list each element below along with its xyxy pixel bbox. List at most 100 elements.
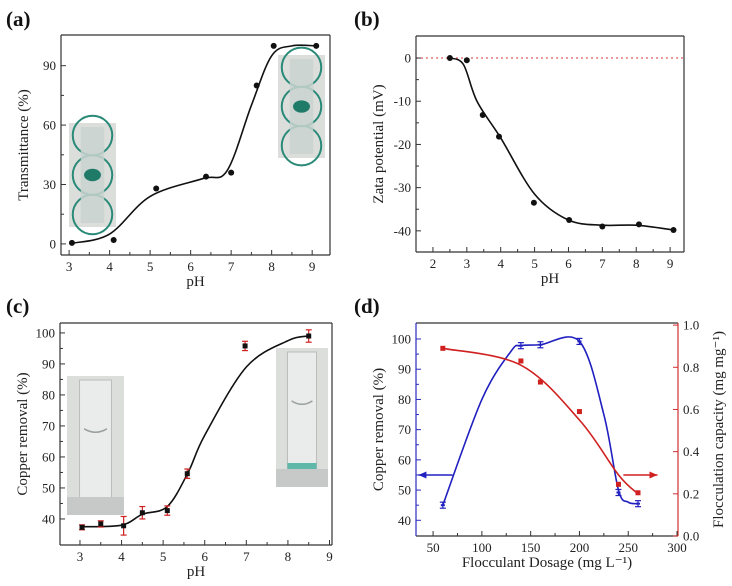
x-tick-label: 200	[570, 540, 590, 555]
data-point	[496, 133, 503, 140]
y-tick-label: 60	[398, 452, 411, 467]
data-point	[153, 185, 160, 192]
data-point	[121, 523, 127, 529]
y-tick-label: 30	[43, 177, 56, 192]
y-tick-label: 40	[398, 513, 411, 528]
chart-b-zeta-potential: 2 3 4 5 6 7 8 9 0 -10 -20 -30 -40 pH Zata potential (m…	[371, 35, 685, 287]
y-tick-label: -40	[394, 223, 411, 238]
cuvette	[286, 351, 318, 474]
fit-curve	[449, 57, 674, 231]
fit-curve	[71, 44, 317, 245]
fit-curve-copper-removal	[442, 336, 639, 506]
x-tick-label: 4	[118, 549, 125, 564]
data-point	[270, 42, 277, 49]
y-tick-label: 100	[392, 332, 412, 347]
x-tick-label: 300	[667, 540, 687, 555]
meniscus	[83, 428, 108, 434]
y-right-tick-label: 0.8	[683, 360, 699, 375]
x-tick-label: 7	[228, 259, 235, 274]
x-tick-label: 100	[472, 540, 492, 555]
x-tick-label: 9	[667, 256, 674, 271]
x-tick-label: 8	[285, 549, 292, 564]
y-tick-label: 80	[398, 392, 411, 407]
inset-photo-clear	[278, 46, 325, 167]
x-tick-label: 8	[268, 259, 275, 274]
y-tick-label: 90	[42, 356, 55, 371]
x-tick-label: 5	[160, 549, 167, 564]
x-tick-label: 7	[243, 549, 250, 564]
data-point	[203, 173, 210, 180]
data-point	[139, 510, 145, 516]
x-tick-label: 4	[497, 256, 504, 271]
y-tick-label: -30	[394, 180, 411, 195]
data-point	[242, 343, 248, 349]
y-axis-title: Zata potential (mV)	[371, 84, 387, 203]
data-point	[576, 409, 582, 415]
x-tick-label: 3	[66, 259, 73, 274]
data-point	[670, 226, 677, 233]
data-point	[228, 169, 235, 176]
fit-curve-flocculation-capacity	[442, 347, 639, 495]
x-tick-label: 6	[187, 259, 194, 274]
logo-mark	[293, 100, 310, 113]
y-tick-label: 50	[42, 480, 55, 495]
x-axis-title: Flocculant Dosage (mg L⁻¹)	[462, 555, 632, 571]
y-tick-label: 100	[36, 325, 56, 340]
y-tick-label: 70	[398, 422, 411, 437]
meniscus	[291, 400, 313, 406]
data-point	[68, 239, 75, 246]
cuvette	[79, 379, 112, 502]
x-tick-label: 3	[77, 549, 84, 564]
y-right-tick-label: 0.6	[683, 402, 700, 417]
data-point	[537, 379, 543, 385]
x-tick-label: 5	[531, 256, 538, 271]
data-point	[253, 82, 260, 89]
y-axis-right-title: Flocculation capacity (mg mg⁻¹)	[711, 331, 727, 528]
data-point	[566, 217, 573, 224]
x-tick-label: 9	[309, 259, 316, 274]
panel-label-d: (d)	[354, 294, 380, 318]
data-point	[635, 490, 641, 496]
inset-photo-after	[276, 348, 328, 487]
x-tick-label: 7	[599, 256, 606, 271]
y-tick-label: 90	[398, 362, 411, 377]
data-point	[440, 345, 446, 351]
y-tick-label: 50	[398, 483, 411, 498]
x-tick-label: 6	[565, 256, 572, 271]
chart-d-flocculant-dosage: 50 100 150 200 250 300 40 50 60 70 80 90 100 0.0 0.2 0.…	[371, 318, 727, 571]
y-right-tick-label: 0.0	[683, 529, 699, 544]
data-point	[306, 333, 312, 339]
cuvette-base	[276, 469, 328, 487]
cuvette-base	[67, 497, 124, 515]
y-tick-label: 0	[50, 236, 57, 251]
data-point	[79, 524, 85, 530]
y-tick-label: 60	[42, 449, 55, 464]
y-right-tick-label: 0.2	[683, 486, 699, 501]
x-tick-label: 250	[618, 540, 638, 555]
x-axis-title: pH	[541, 271, 560, 287]
x-tick-label: 2	[430, 256, 437, 271]
y-tick-label: -20	[394, 137, 411, 152]
y-axis-title: Copper removal (%)	[371, 368, 387, 491]
inset-photo-before	[67, 376, 124, 515]
data-point	[98, 521, 104, 527]
y-axis-title: Transmittance (%)	[16, 89, 32, 201]
inset-photo-turbid	[69, 114, 116, 236]
data-point	[479, 112, 486, 119]
arrow-left-icon	[418, 471, 427, 479]
x-tick-label: 9	[326, 549, 333, 564]
y-tick-label: 90	[43, 58, 56, 73]
y-right-tick-label: 1.0	[683, 318, 699, 333]
x-tick-label: 8	[633, 256, 640, 271]
data-point	[446, 55, 453, 62]
x-tick-label: 6	[201, 549, 208, 564]
y-tick-label: 70	[42, 418, 55, 433]
x-tick-label: 5	[147, 259, 154, 274]
y-tick-label: 80	[42, 387, 55, 402]
y-tick-label: 0	[405, 51, 412, 66]
arrow-right-icon	[649, 471, 658, 479]
data-point	[463, 57, 470, 64]
x-tick-label: 4	[106, 259, 113, 274]
